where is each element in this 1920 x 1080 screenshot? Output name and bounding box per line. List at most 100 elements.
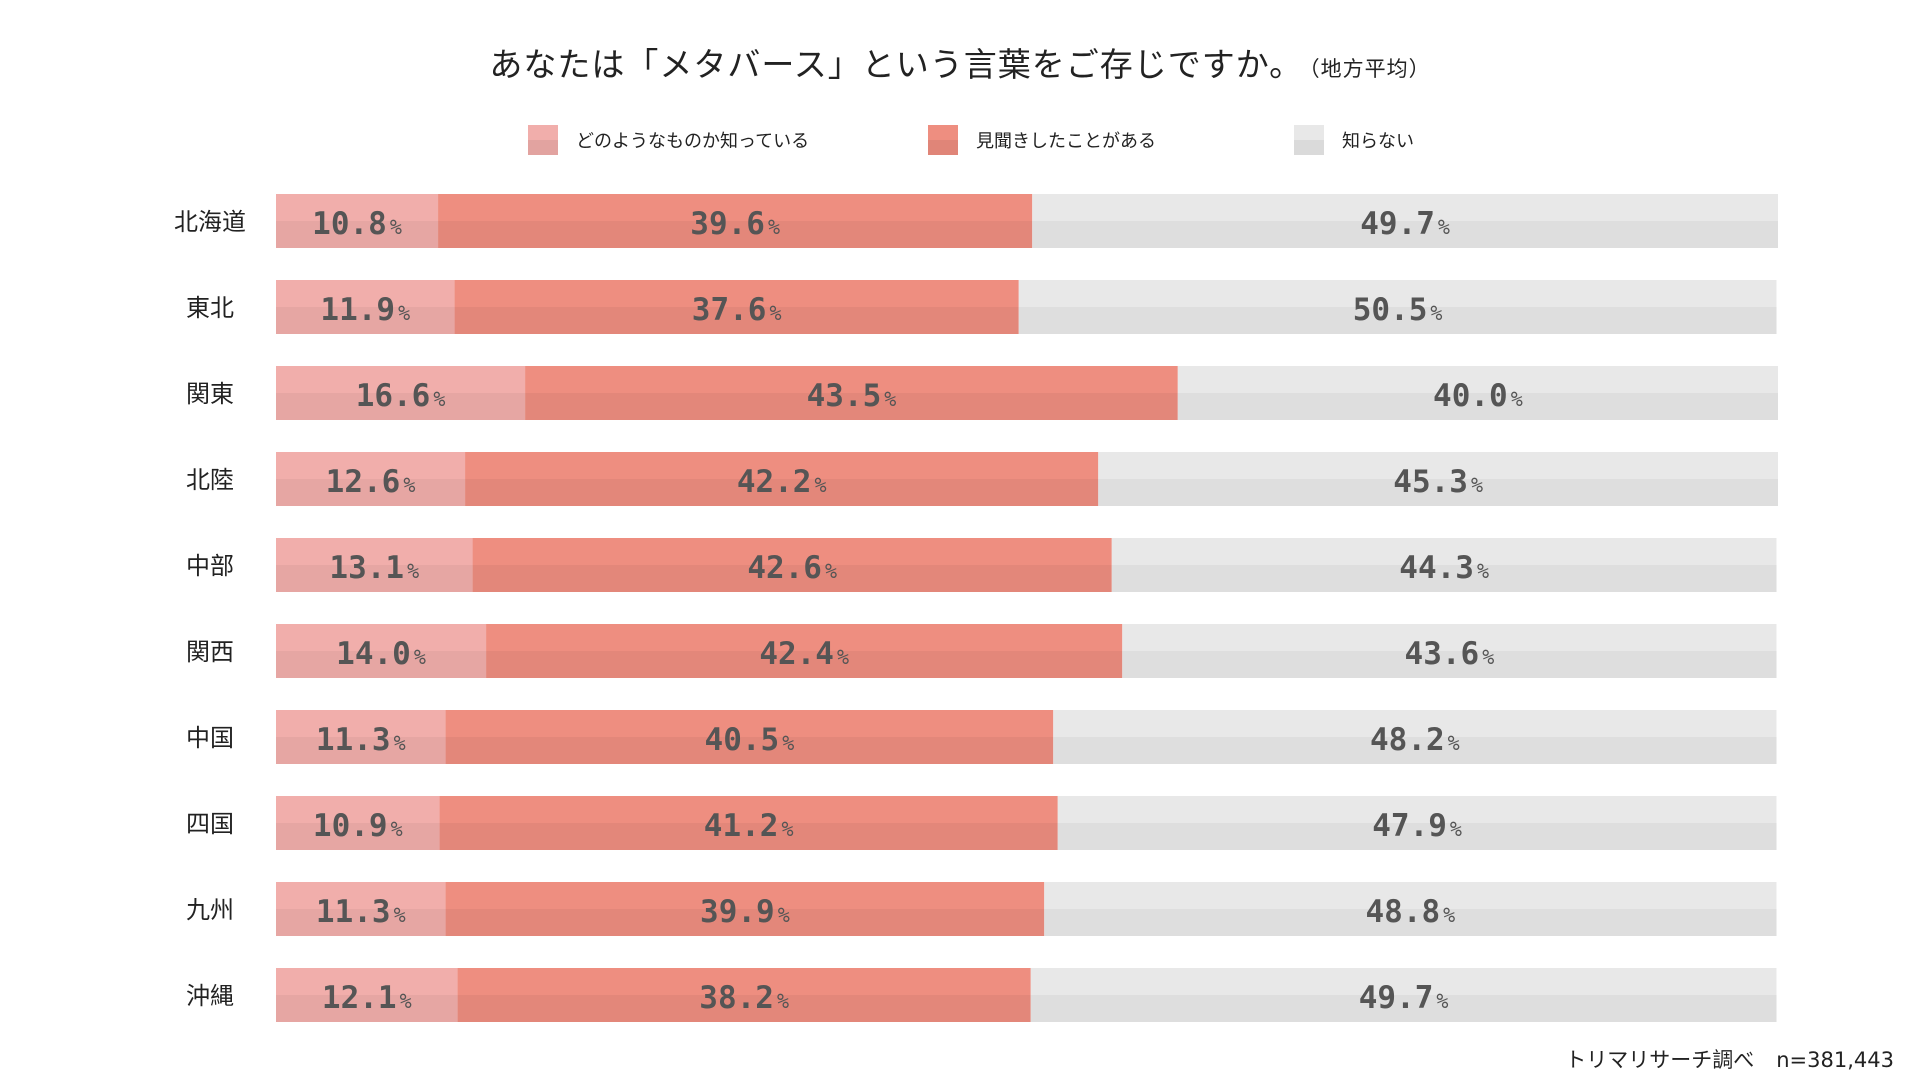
value-label-unknown-row-3: 45.3% (1393, 464, 1483, 500)
legend-swatch-know-well (528, 125, 558, 155)
chart-title: あなたは「メタバース」という言葉をご存じですか。 （地方平均） (0, 38, 1920, 86)
bar-heard-of-row-8 (445, 882, 1045, 936)
bar-shade-heard-of-row-1 (454, 307, 1019, 334)
bar-unknown-row-3 (1098, 452, 1778, 506)
source-note: トリマリサーチ調べ (1565, 1048, 1755, 1072)
bar-shade-unknown-row-5 (1122, 651, 1777, 678)
bar-group-unknown-row-5: 43.6% (1122, 624, 1777, 678)
bar-group-unknown-row-6: 48.2% (1053, 710, 1777, 764)
bar-know-well-row-9 (276, 968, 458, 1022)
legend-label-unknown: 知らない (1342, 131, 1414, 152)
value-label-know-well-row-5: 14.0% (336, 636, 426, 672)
value-label-know-well-row-8: 11.3% (316, 894, 406, 930)
bar-shade-know-well-row-7 (276, 823, 440, 850)
bar-group-heard-of-row-5: 42.4% (486, 624, 1123, 678)
bar-know-well-row-0 (276, 194, 439, 248)
bar-shade-unknown-row-7 (1057, 823, 1777, 850)
bar-shade-heard-of-row-2 (525, 393, 1178, 420)
bar-unknown-row-0 (1032, 194, 1778, 248)
bar-unknown-row-6 (1053, 710, 1777, 764)
category-label-row-3: 北陸 (186, 466, 234, 494)
bar-know-well-row-7 (276, 796, 440, 850)
bar-shade-know-well-row-4 (276, 565, 473, 592)
bar-know-well-row-5 (276, 624, 487, 678)
value-label-know-well-row-0: 10.8% (312, 206, 402, 242)
legend-label-heard-of: 見聞きしたことがある (976, 131, 1156, 152)
bar-shade-unknown-row-8 (1044, 909, 1777, 936)
chart-footer: トリマリサーチ調べ n=381,443 (1565, 1044, 1894, 1074)
value-label-heard-of-row-4: 42.6% (747, 550, 837, 586)
value-label-know-well-row-3: 12.6% (326, 464, 416, 500)
bar-unknown-row-7 (1057, 796, 1777, 850)
bar-know-well-row-1 (276, 280, 455, 334)
category-label-row-5: 関西 (186, 638, 234, 666)
bar-group-heard-of-row-6: 40.5% (445, 710, 1054, 764)
bar-shade-know-well-row-2 (276, 393, 526, 420)
value-label-know-well-row-1: 11.9% (320, 292, 410, 328)
value-label-unknown-row-5: 43.6% (1405, 636, 1495, 672)
category-label-row-8: 九州 (186, 896, 234, 924)
value-label-heard-of-row-7: 41.2% (704, 808, 794, 844)
value-label-know-well-row-2: 16.6% (356, 378, 446, 414)
bar-shade-heard-of-row-8 (445, 909, 1045, 936)
bar-unknown-row-1 (1018, 280, 1777, 334)
bar-group-heard-of-row-3: 42.2% (465, 452, 1099, 506)
value-label-heard-of-row-5: 42.4% (759, 636, 849, 672)
value-label-know-well-row-4: 13.1% (329, 550, 419, 586)
bar-shade-unknown-row-6 (1053, 737, 1777, 764)
bar-group-unknown-row-8: 48.8% (1044, 882, 1777, 936)
bar-shade-heard-of-row-6 (445, 737, 1054, 764)
bar-group-unknown-row-0: 49.7% (1032, 194, 1778, 248)
bar-shade-heard-of-row-3 (465, 479, 1099, 506)
bar-group-heard-of-row-8: 39.9% (445, 882, 1045, 936)
bar-shade-unknown-row-9 (1030, 995, 1777, 1022)
value-label-unknown-row-4: 44.3% (1399, 550, 1489, 586)
legend-item-heard-of: 見聞きしたことがある (928, 124, 1156, 156)
bar-shade-heard-of-row-7 (439, 823, 1058, 850)
bar-shade-heard-of-row-9 (457, 995, 1031, 1022)
bar-group-unknown-row-7: 47.9% (1057, 796, 1777, 850)
category-label-row-4: 中部 (186, 552, 234, 580)
chart-title-main: あなたは「メタバース」という言葉をご存じですか。 (489, 45, 1304, 84)
bar-heard-of-row-7 (439, 796, 1058, 850)
bar-group-know-well-row-0: 10.8% (276, 194, 439, 248)
bar-group-know-well-row-4: 13.1% (276, 538, 473, 592)
value-label-unknown-row-6: 48.2% (1370, 722, 1460, 758)
value-label-heard-of-row-1: 37.6% (692, 292, 782, 328)
value-label-unknown-row-7: 47.9% (1372, 808, 1462, 844)
value-label-heard-of-row-8: 39.9% (700, 894, 790, 930)
bar-shade-know-well-row-0 (276, 221, 439, 248)
bar-group-unknown-row-4: 44.3% (1111, 538, 1777, 592)
legend-item-know-well: どのようなものか知っている (528, 124, 809, 156)
chart-subtitle: （地方平均） (1309, 57, 1431, 81)
value-label-know-well-row-7: 10.9% (313, 808, 403, 844)
legend-swatch-unknown (1294, 125, 1324, 155)
bar-group-heard-of-row-2: 43.5% (525, 366, 1178, 420)
bar-group-unknown-row-9: 49.7% (1030, 968, 1777, 1022)
bar-shade-know-well-row-3 (276, 479, 466, 506)
value-label-unknown-row-0: 49.7% (1360, 206, 1450, 242)
bar-heard-of-row-6 (445, 710, 1054, 764)
bar-shade-unknown-row-0 (1032, 221, 1778, 248)
bar-group-unknown-row-3: 45.3% (1098, 452, 1778, 506)
bar-heard-of-row-3 (465, 452, 1099, 506)
category-label-row-2: 関東 (186, 380, 234, 408)
bar-group-heard-of-row-0: 39.6% (438, 194, 1033, 248)
legend-swatch-heard-of (928, 125, 958, 155)
bar-group-know-well-row-5: 14.0% (276, 624, 487, 678)
value-label-know-well-row-6: 11.3% (316, 722, 406, 758)
bar-group-know-well-row-6: 11.3% (276, 710, 446, 764)
value-label-heard-of-row-9: 38.2% (699, 980, 789, 1016)
value-label-heard-of-row-2: 43.5% (807, 378, 897, 414)
legend-item-unknown: 知らない (1294, 124, 1414, 156)
value-label-unknown-row-8: 48.8% (1366, 894, 1456, 930)
bar-heard-of-row-0 (438, 194, 1033, 248)
bar-know-well-row-4 (276, 538, 473, 592)
bar-shade-know-well-row-8 (276, 909, 446, 936)
bar-group-heard-of-row-1: 37.6% (454, 280, 1019, 334)
bar-unknown-row-5 (1122, 624, 1777, 678)
value-label-know-well-row-9: 12.1% (322, 980, 412, 1016)
bar-group-know-well-row-9: 12.1% (276, 968, 458, 1022)
sample-size: n=381,443 (1776, 1048, 1894, 1072)
bar-shade-know-well-row-5 (276, 651, 487, 678)
